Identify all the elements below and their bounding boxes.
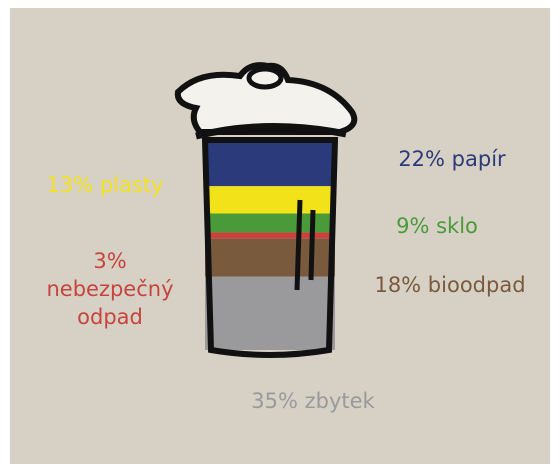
can-lid	[174, 62, 358, 140]
lid-rim	[195, 122, 347, 140]
segment-label: nebezpečný	[46, 277, 173, 301]
lid	[174, 62, 358, 135]
segment-label: 35% zbytek	[251, 389, 375, 413]
lid-handle	[246, 66, 284, 90]
layer	[205, 140, 335, 187]
segment-label: 3%	[93, 249, 126, 273]
can-shading	[294, 199, 316, 291]
layer	[205, 213, 335, 233]
can-outline	[201, 137, 339, 358]
segment-label: odpad	[77, 305, 143, 329]
layer	[205, 276, 335, 350]
segment-label: 9% sklo	[396, 214, 478, 238]
layer	[205, 232, 335, 239]
segment-label: 13% plasty	[47, 173, 164, 197]
segment-label: 18% bioodpad	[374, 273, 525, 297]
layer	[205, 238, 335, 277]
layer	[205, 186, 335, 214]
labels: 22% papír 13% plasty 9% sklo 3% nebezpečný od…	[46, 147, 525, 413]
segment-label: 22% papír	[398, 147, 506, 171]
trash-can	[201, 137, 339, 358]
